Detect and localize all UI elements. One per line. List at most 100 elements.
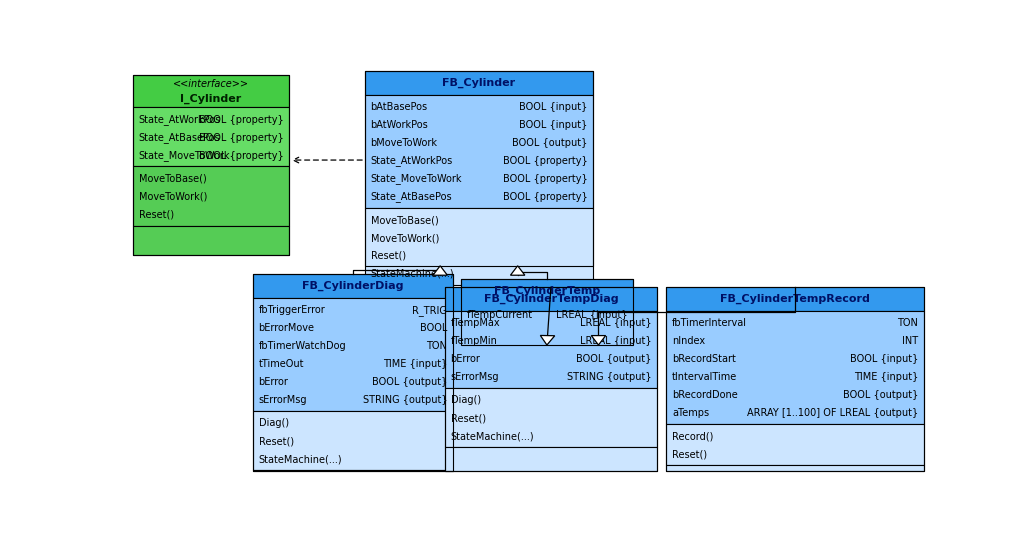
Text: Diag(): Diag() xyxy=(451,395,481,405)
Bar xyxy=(365,95,592,207)
Text: BOOL {input}: BOOL {input} xyxy=(519,102,587,112)
Text: fTempMin: fTempMin xyxy=(451,336,497,346)
Text: BOOL {output}: BOOL {output} xyxy=(512,138,587,148)
Text: BOOL: BOOL xyxy=(420,324,447,334)
Bar xyxy=(445,388,657,447)
Text: State_AtWorkPos: State_AtWorkPos xyxy=(138,115,221,125)
Text: aTemps: aTemps xyxy=(672,408,709,418)
Text: Reset(): Reset() xyxy=(672,449,707,459)
Bar xyxy=(365,71,592,266)
Bar xyxy=(445,287,657,471)
Text: STRING {output}: STRING {output} xyxy=(362,395,447,405)
Text: fTempCurrent: fTempCurrent xyxy=(466,310,533,320)
Bar xyxy=(133,75,289,107)
Bar xyxy=(461,302,633,325)
Text: BOOL {output}: BOOL {output} xyxy=(843,390,918,400)
Text: Reset(): Reset() xyxy=(451,413,486,423)
Text: MoveToBase(): MoveToBase() xyxy=(370,215,439,225)
Text: Record(): Record() xyxy=(672,431,713,441)
Text: TIME {input}: TIME {input} xyxy=(854,372,918,382)
Text: MoveToWork(): MoveToWork() xyxy=(370,233,439,243)
Text: INT: INT xyxy=(902,336,918,346)
Text: bAtBasePos: bAtBasePos xyxy=(370,102,427,112)
Text: bError: bError xyxy=(259,378,288,388)
Text: BOOL {output}: BOOL {output} xyxy=(576,354,651,364)
Text: sErrorMsg: sErrorMsg xyxy=(259,395,308,405)
Bar xyxy=(667,424,924,465)
Text: fbTimerWatchDog: fbTimerWatchDog xyxy=(259,341,346,351)
Text: Diag(): Diag() xyxy=(259,418,289,428)
Bar xyxy=(445,287,657,311)
Bar xyxy=(253,274,453,298)
Bar xyxy=(133,75,289,255)
Bar xyxy=(461,325,633,345)
Text: StateMachine(...): StateMachine(...) xyxy=(259,454,343,464)
Bar xyxy=(667,287,924,311)
Text: TIME {input}: TIME {input} xyxy=(383,359,447,369)
Bar xyxy=(461,279,633,302)
Bar xyxy=(445,447,657,471)
Bar xyxy=(133,107,289,166)
Polygon shape xyxy=(541,335,555,345)
Text: I_Cylinder: I_Cylinder xyxy=(181,93,241,103)
Text: bErrorMove: bErrorMove xyxy=(259,324,315,334)
Text: BOOL {input}: BOOL {input} xyxy=(850,354,918,364)
Text: fbTimerInterval: fbTimerInterval xyxy=(672,318,747,328)
Bar xyxy=(253,274,453,471)
Text: FB_CylinderDiag: FB_CylinderDiag xyxy=(302,281,404,291)
Bar xyxy=(667,287,924,471)
Text: FB_Cylinder: FB_Cylinder xyxy=(443,78,515,88)
Text: FB_CylinderTempDiag: FB_CylinderTempDiag xyxy=(484,294,618,304)
Bar xyxy=(365,71,592,95)
Text: LREAL {input}: LREAL {input} xyxy=(580,336,651,346)
Text: BOOL {property}: BOOL {property} xyxy=(198,133,284,143)
Text: MoveToWork(): MoveToWork() xyxy=(138,192,207,202)
Polygon shape xyxy=(433,266,447,275)
Text: nIndex: nIndex xyxy=(672,336,705,346)
Text: <<interface>>: <<interface>> xyxy=(173,80,249,90)
Text: LREAL {input}: LREAL {input} xyxy=(580,318,651,328)
Text: bRecordDone: bRecordDone xyxy=(672,390,738,400)
Bar xyxy=(253,411,453,470)
Text: Reset(): Reset() xyxy=(138,210,173,220)
Text: bRecordStart: bRecordStart xyxy=(672,354,736,364)
Text: State_AtBasePos: State_AtBasePos xyxy=(138,132,220,143)
Bar xyxy=(133,226,289,255)
Text: State_AtBasePos: State_AtBasePos xyxy=(370,191,452,202)
Polygon shape xyxy=(511,266,525,275)
Text: STRING {output}: STRING {output} xyxy=(567,372,651,382)
Text: bAtWorkPos: bAtWorkPos xyxy=(370,120,428,130)
Text: BOOL {output}: BOOL {output} xyxy=(372,378,447,388)
Text: StateMachine(...): StateMachine(...) xyxy=(370,269,454,279)
Polygon shape xyxy=(591,336,606,345)
Text: fTempMax: fTempMax xyxy=(451,318,501,328)
Text: sErrorMsg: sErrorMsg xyxy=(451,372,499,382)
Text: LREAL {input}: LREAL {input} xyxy=(555,310,627,320)
Bar xyxy=(133,166,289,226)
Text: R_TRIG: R_TRIG xyxy=(413,305,447,316)
Text: FB_CylinderTempRecord: FB_CylinderTempRecord xyxy=(720,294,870,304)
Text: StateMachine(...): StateMachine(...) xyxy=(451,431,535,441)
Text: State_MoveToWork: State_MoveToWork xyxy=(370,173,462,185)
Text: BOOL {property}: BOOL {property} xyxy=(503,174,587,184)
Bar xyxy=(667,465,924,471)
Text: State_MoveToWork: State_MoveToWork xyxy=(138,150,230,161)
Text: BOOL {property}: BOOL {property} xyxy=(503,192,587,202)
Text: tTimeOut: tTimeOut xyxy=(259,359,304,369)
Text: bError: bError xyxy=(451,354,480,364)
Text: TON: TON xyxy=(426,341,447,351)
Text: ARRAY [1..100] OF LREAL {output}: ARRAY [1..100] OF LREAL {output} xyxy=(747,408,918,418)
Text: MoveToBase(): MoveToBase() xyxy=(138,174,206,184)
Bar xyxy=(667,311,924,424)
Bar xyxy=(365,207,592,285)
Bar xyxy=(253,470,453,471)
Text: State_AtWorkPos: State_AtWorkPos xyxy=(370,156,453,166)
Text: BOOL {input}: BOOL {input} xyxy=(519,120,587,130)
Text: BOOL {property}: BOOL {property} xyxy=(503,156,587,166)
Bar xyxy=(461,279,633,345)
Bar xyxy=(253,298,453,411)
Text: bMoveToWork: bMoveToWork xyxy=(370,138,438,148)
Text: tIntervalTime: tIntervalTime xyxy=(672,372,737,382)
Bar xyxy=(445,311,657,388)
Text: FB_CylinderTemp: FB_CylinderTemp xyxy=(493,285,600,296)
